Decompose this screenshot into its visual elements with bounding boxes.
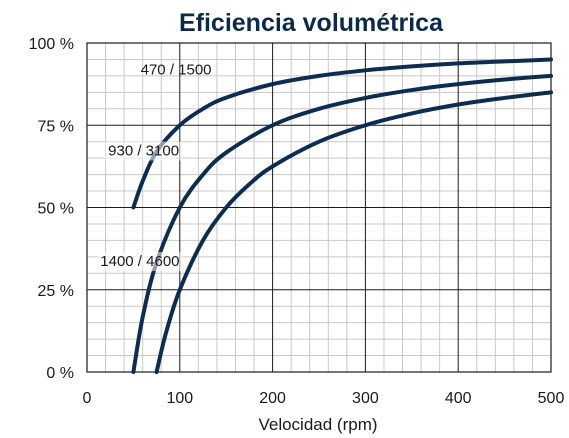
curve-label-text: 1400 / 4600 — [100, 253, 179, 270]
x-axis-label: Velocidad (rpm) — [258, 415, 377, 434]
tick-labels: 0 100 200 300 400 500 0 % 25 % 50 % 75 % 100 % — [29, 36, 565, 407]
curve-label-930-3100: 930 / 3100 — [105, 141, 183, 161]
curve-label-backing — [97, 252, 183, 272]
x-tick-label: 500 — [538, 390, 565, 407]
curve-label-1400-4600: 1400 / 4600 — [97, 252, 183, 272]
curve-annotations: 470 / 1500 930 / 3100 1400 / 4600 — [97, 61, 212, 272]
x-tick-label: 0 — [83, 390, 92, 407]
curve-label-text: 930 / 3100 — [108, 143, 179, 160]
series-lines — [131, 57, 553, 374]
chart-title: Eficiencia volumétrica — [179, 9, 444, 37]
curve-label-backing — [105, 141, 183, 161]
curve-label-text: 470 / 1500 — [141, 61, 212, 78]
y-tick-label: 0 % — [46, 365, 74, 382]
curve-label-470-1500: 470 / 1500 — [141, 61, 212, 78]
y-tick-label: 75 % — [38, 118, 74, 135]
grid — [86, 42, 552, 373]
x-tick-label: 400 — [445, 390, 472, 407]
y-tick-label: 25 % — [38, 283, 74, 300]
plot-frame — [86, 42, 552, 373]
y-tick-label: 50 % — [38, 201, 74, 218]
x-tick-label: 100 — [166, 390, 193, 407]
x-tick-label: 300 — [352, 390, 379, 407]
x-tick-label: 200 — [259, 390, 286, 407]
series-line-1400-4600 — [154, 90, 553, 374]
y-tick-label: 100 % — [29, 36, 74, 53]
